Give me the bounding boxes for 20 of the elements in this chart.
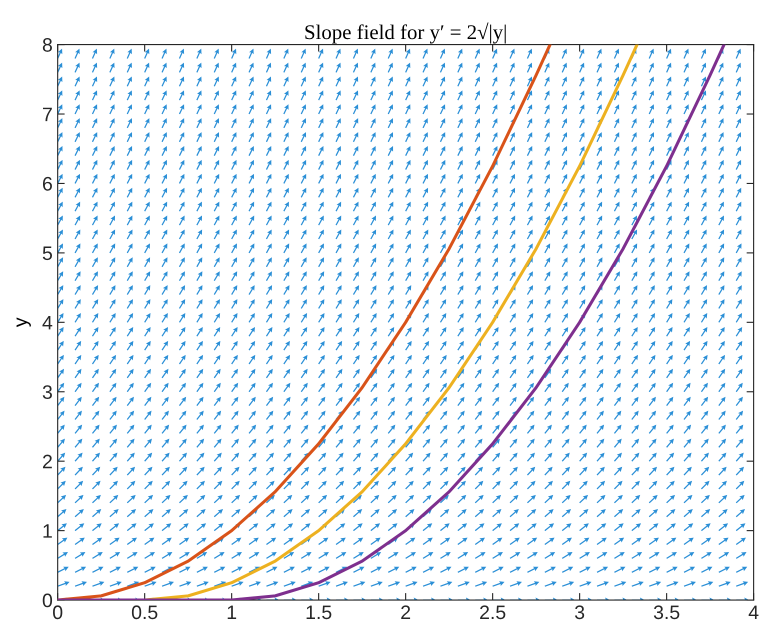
x-tick-label: 4: [748, 606, 758, 620]
x-tick-label: 2.5: [480, 605, 506, 620]
x-tick-label: 0.5: [132, 605, 158, 620]
y-tick-label: 2: [42, 454, 52, 468]
x-tick-label: 1: [228, 606, 236, 620]
y-tick-label: 6: [42, 176, 52, 191]
x-tick-label: 2: [401, 605, 410, 620]
chart-title: Slope field for y′ = 2√|y|: [305, 22, 506, 44]
x-tick-label: 3: [574, 605, 584, 620]
y-tick-label: 3: [42, 385, 52, 399]
x-tick-label: 3.5: [654, 605, 680, 620]
x-tick-label: 1.5: [306, 606, 332, 620]
y-tick-label: 8: [42, 38, 52, 52]
y-tick-label: 4: [42, 316, 52, 330]
y-tick-label: 7: [43, 108, 52, 122]
x-tick-label: 0: [53, 605, 62, 620]
y-tick-label: 0: [42, 594, 52, 608]
y-axis-title: y: [16, 317, 31, 328]
y-tick-label: 5: [42, 246, 52, 260]
y-tick-label: 1: [43, 524, 52, 538]
